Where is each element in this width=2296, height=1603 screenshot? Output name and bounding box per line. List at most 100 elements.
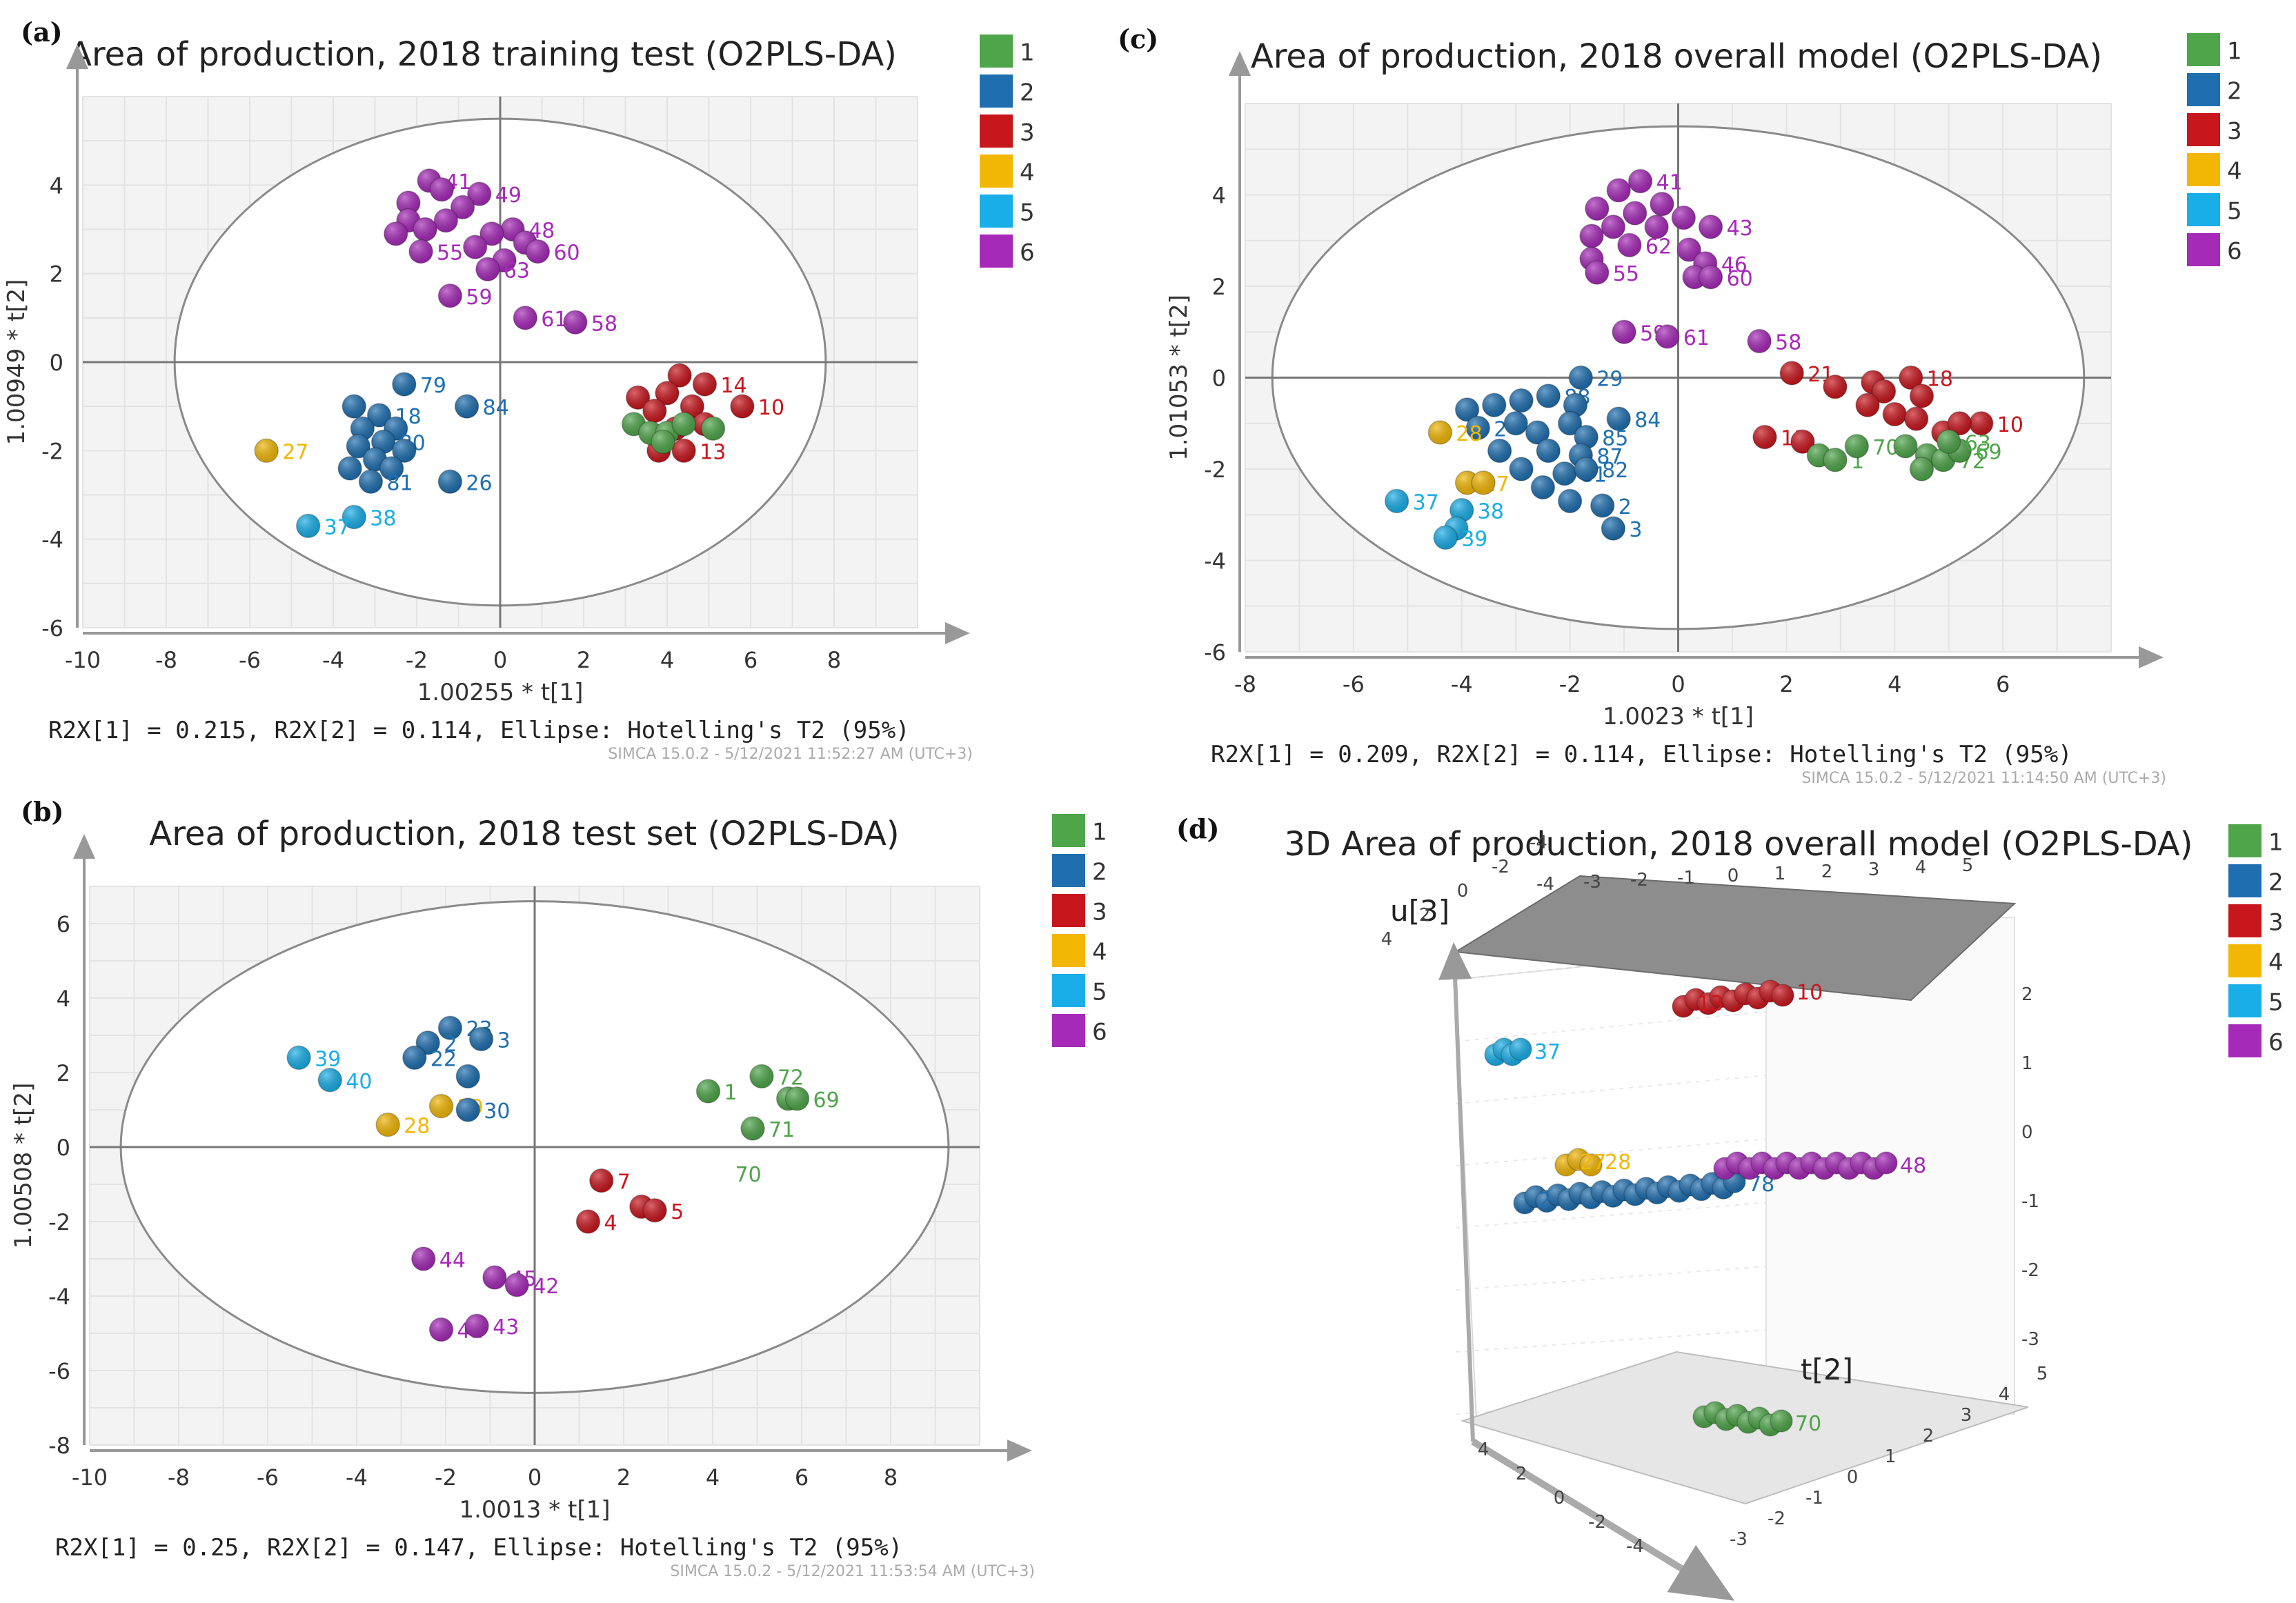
data-point-shade [411,1247,435,1271]
x-tick-label: -2 [435,1464,457,1491]
data-point-label: 38 [370,507,396,531]
data-point-label: 60 [553,241,580,266]
top-axis-tick: 1 [1774,864,1786,884]
x-tick-label: 2 [617,1464,631,1491]
data-point-shade [1910,384,1934,408]
legend-label-6: 6 [1020,239,1035,266]
data-point-label: 58 [591,312,617,336]
y-tick-label: -6 [1204,639,1226,666]
data-point-label: 39 [1461,527,1487,551]
x-tick-label: -2 [1559,671,1581,697]
legend-swatch-1 [2187,33,2220,66]
bottom-left-tick: -4 [1626,1536,1644,1557]
legend-swatch-5 [1052,974,1085,1007]
data-point-label: 79 [420,374,446,398]
data-point-shade [467,182,491,206]
x-tick-label: 0 [493,647,507,673]
legend-label-4: 4 [1020,159,1035,186]
data-point-label: 44 [439,1248,466,1273]
x-tick-label: 6 [1996,671,2010,697]
x-tick-label: 8 [884,1464,898,1491]
top-left-tick: 0 [1457,881,1469,902]
x-tick-label: -6 [257,1464,279,1491]
data-point-shade [455,395,479,419]
data-point-shade [1623,201,1647,225]
data-point-label: 42 [533,1275,559,1299]
data-point-label: 10 [758,396,784,420]
panel-b-scatter: (b) Area of production, 2018 test set (O… [10,796,1107,1580]
y-tick-label: 2 [1212,274,1226,300]
panel-c-scatter: (c) Area of production, 2018 overall mod… [1118,23,2242,787]
cluster-label-3d: 27 [1580,1151,1606,1175]
data-point-label: 85 [1602,427,1628,451]
data-point-shade [1699,265,1723,289]
model-stats-footer: R2X[1] = 0.209, R2X[2] = 0.114, Ellipse:… [1211,741,2072,768]
y-tick-label: 2 [57,1060,70,1086]
data-point-shade [1823,375,1847,399]
x-axis-title: 1.0013 * t[1] [459,1496,610,1524]
y-axis-title: 1.00949 * t[2] [3,279,30,446]
model-stats-footer: R2X[1] = 0.25, R2X[2] = 0.147, Ellipse: … [55,1534,902,1562]
cluster-label-3d: 28 [1605,1151,1631,1175]
legend-swatch-3 [980,114,1013,148]
x-tick-label: -10 [72,1464,108,1491]
y-tick-label: 0 [57,1135,70,1161]
top-left-tick: 4 [1381,929,1393,950]
data-point-shade [651,430,675,454]
data-point-label: 7 [617,1171,631,1195]
data-point-shade [379,457,404,480]
data-point-shade [430,177,454,201]
y-tick-label: -6 [48,1358,70,1384]
panel-a-scatter: (a) Area of production, 2018 training te… [3,17,1035,763]
top-plane [1453,875,2017,1002]
top-axis-tick: -2 [1630,870,1648,890]
data-point-shade [643,1198,667,1222]
data-point-label: 59 [466,286,492,310]
right-axis-tick: 0 [2021,1122,2033,1143]
panel-d-3d-scatter: (d) 3D Area of production, 2018 overall … [1176,813,2284,1601]
x-tick-label: -6 [239,647,261,673]
data-point-label: 37 [1413,490,1439,515]
legend-swatch-1 [980,34,1013,68]
data-point-label: 26 [466,471,492,495]
data-point-label: 63 [1965,431,1991,455]
data-point-shade [1536,384,1561,408]
panel-d-title: 3D Area of production, 2018 overall mode… [1285,825,2193,864]
data-point-shade [1612,320,1636,344]
data-point-shade [1883,402,1907,426]
data-point-shade [696,1079,720,1103]
legend-swatch-2 [1052,854,1085,887]
right-axis-tick: -3 [2021,1329,2039,1350]
y-tick-label: -6 [41,615,63,641]
data-point-shade [730,395,754,419]
legend-swatch-4 [980,155,1013,188]
data-point-shade [1504,411,1528,435]
data-point-shade [749,1064,773,1088]
data-point-shade [1856,393,1880,417]
panel-a-title: Area of production, 2018 training test (… [69,35,897,74]
data-point-label: 46 [1721,253,1748,277]
bottom-left-tick: 2 [1516,1464,1527,1484]
legend-swatch-1 [2228,824,2262,857]
panel-b-label: (b) [21,796,64,827]
data-point-shade [451,195,475,219]
data-point-label: 28 [1456,422,1482,446]
data-point-label: 2 [444,1033,457,1057]
legend-swatch-1 [1052,814,1085,847]
data-point-label: 38 [1478,500,1504,524]
data-point-shade [1449,498,1474,522]
data-point-shade [1552,461,1576,486]
y-tick-label: -2 [1204,457,1226,483]
data-point-shade [1601,517,1625,541]
right-axis-tick: -2 [2021,1260,2039,1281]
cluster-label-3d: 37 [1534,1040,1561,1064]
data-point-shade [1753,425,1777,449]
data-point-shade [668,364,692,388]
data-point-shade [359,470,383,494]
data-point-label: 43 [1727,217,1753,241]
legend-label-6: 6 [1092,1018,1107,1046]
data-point-label: 2 [1494,417,1507,441]
data-point-shade [1845,434,1869,458]
x-tick-label: 6 [744,647,758,673]
